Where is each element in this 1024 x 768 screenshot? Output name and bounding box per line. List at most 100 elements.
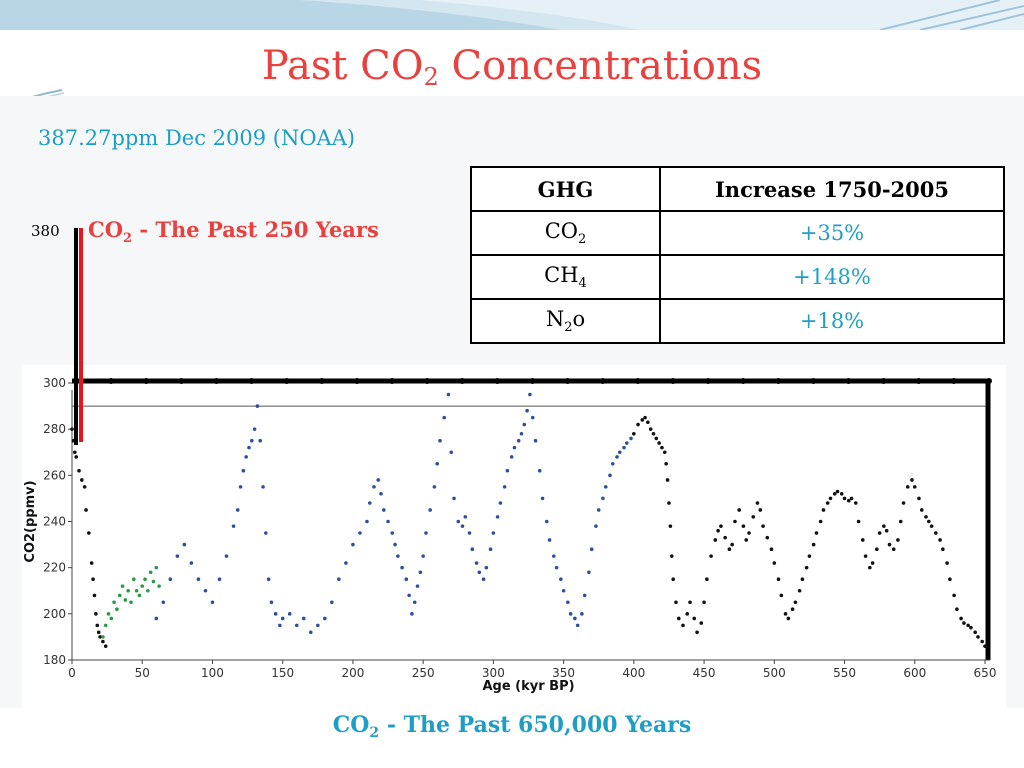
data-point-blue (235, 508, 240, 512)
data-point-blue (203, 588, 208, 593)
data-point-blue (376, 478, 381, 482)
data-point-black (695, 630, 699, 635)
data-point-blue (247, 445, 251, 450)
data-point-black (976, 635, 980, 639)
data-point-green (120, 584, 125, 588)
data-point-black (896, 538, 900, 542)
data-point-blue (456, 519, 461, 524)
data-point-black (716, 528, 720, 533)
data-point-black (882, 524, 886, 528)
data-point-blue (224, 554, 229, 558)
data-point-blue (412, 600, 417, 605)
y-tick-label: 180 (43, 653, 66, 667)
x-tick-label: 200 (341, 666, 364, 680)
data-point-black (929, 524, 934, 528)
data-point-black (87, 531, 91, 535)
data-point-black (814, 531, 819, 535)
data-point-black (692, 616, 697, 621)
data-point-black (842, 496, 847, 501)
data-point-black (772, 561, 777, 565)
data-point-blue (258, 438, 263, 443)
data-point-blue (582, 593, 587, 598)
data-point-black (665, 478, 670, 482)
x-tick-label: 100 (201, 666, 224, 680)
data-point-green (157, 584, 161, 588)
data-point-blue (382, 508, 386, 512)
data-point-black (952, 593, 956, 598)
data-point-black (699, 621, 704, 625)
data-point-blue (418, 570, 423, 575)
data-point-black (744, 538, 749, 542)
data-point-blue (622, 445, 626, 450)
data-point-blue (474, 561, 479, 565)
gas-subscript: 2 (564, 320, 573, 335)
data-point-blue (446, 392, 451, 397)
top-border-tick (599, 378, 606, 384)
top-border-tick (564, 378, 571, 384)
data-point-blue (470, 547, 475, 551)
data-point-black (860, 538, 865, 542)
data-point-green (106, 612, 111, 616)
inset-label-sub: 2 (123, 231, 133, 246)
chart-caption: CO2 - The Past 650,000 Years (0, 712, 1024, 741)
data-point-blue (551, 554, 556, 558)
inset-label-post: - The Past 250 Years (132, 217, 379, 242)
data-point-blue (608, 473, 612, 478)
data-point-black (955, 607, 959, 612)
data-point-blue (525, 408, 529, 413)
data-point-black (94, 612, 98, 616)
data-point-blue (522, 422, 527, 427)
data-point-black (737, 508, 741, 512)
data-point-blue (217, 577, 222, 582)
data-point-black (636, 422, 640, 427)
data-point-blue (287, 612, 292, 616)
data-point-blue (294, 623, 299, 628)
table-header-row: GHG Increase 1750-2005 (470, 166, 1005, 212)
header-ghg: GHG (470, 166, 661, 212)
data-point-green (103, 623, 108, 628)
data-point-blue (415, 584, 420, 588)
data-point-black (82, 485, 87, 489)
inset-tick-label: 380 (31, 222, 60, 240)
data-point-blue (301, 616, 306, 621)
top-border-tick (669, 378, 676, 384)
data-point-black (941, 547, 945, 551)
data-point-black (648, 427, 653, 431)
data-point-blue (255, 404, 260, 408)
data-point-blue (573, 616, 577, 621)
data-point-black (103, 644, 108, 648)
data-point-black (856, 519, 861, 524)
data-point-blue (278, 623, 282, 628)
data-point-black (646, 420, 650, 425)
data-point-green (123, 598, 128, 602)
data-point-blue (544, 519, 549, 524)
data-point-black (917, 496, 921, 501)
data-point-black (887, 542, 892, 547)
data-point-blue (280, 616, 285, 621)
data-point-black (640, 418, 645, 422)
data-point-black (776, 577, 781, 582)
data-point-blue (344, 561, 348, 565)
data-point-black (962, 621, 966, 625)
top-border-tick (108, 378, 115, 384)
data-point-blue (404, 577, 409, 582)
data-point-blue (210, 600, 215, 605)
data-point-black (821, 508, 826, 512)
data-point-black (846, 498, 851, 503)
top-border-tick (424, 378, 431, 384)
data-point-black (660, 445, 664, 450)
x-tick-label: 600 (903, 666, 926, 680)
data-point-black (804, 565, 809, 570)
caption-sub: 2 (369, 725, 380, 741)
data-point-green (154, 565, 159, 570)
increase-cell: +18% (659, 298, 1005, 344)
data-point-black (705, 577, 709, 582)
title-subscript: 2 (423, 63, 439, 91)
data-point-blue (358, 531, 362, 535)
data-point-black (681, 623, 685, 628)
data-point-blue (488, 547, 493, 551)
data-point-blue (432, 485, 437, 489)
data-point-blue (580, 612, 584, 616)
data-point-blue (495, 515, 500, 519)
data-point-blue (629, 436, 633, 441)
